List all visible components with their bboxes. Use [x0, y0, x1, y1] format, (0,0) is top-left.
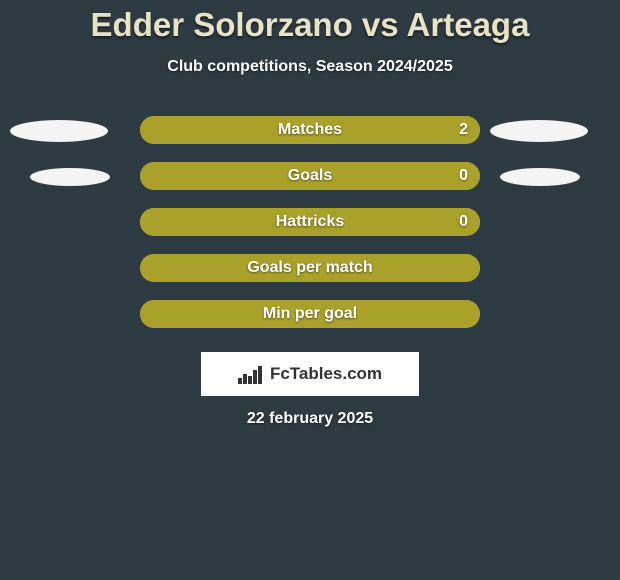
stat-bar: Min per goal — [140, 300, 480, 328]
stat-label: Hattricks — [140, 208, 480, 236]
page-subtitle: Club competitions, Season 2024/2025 — [0, 58, 620, 76]
right-marker-oval — [500, 168, 580, 186]
stat-bar: 0Goals — [140, 162, 480, 190]
stat-row: 0Goals — [0, 152, 620, 198]
stat-row: Min per goal — [0, 290, 620, 336]
left-marker-oval — [10, 120, 108, 142]
stat-row: 2Matches — [0, 106, 620, 152]
left-marker-oval — [30, 168, 110, 186]
stat-label: Matches — [140, 116, 480, 144]
stat-row: Goals per match — [0, 244, 620, 290]
stat-label: Min per goal — [140, 300, 480, 328]
comparison-infographic: Edder Solorzano vs Arteaga Club competit… — [0, 0, 620, 580]
stat-row: 0Hattricks — [0, 198, 620, 244]
page-title: Edder Solorzano vs Arteaga — [0, 0, 620, 44]
brand-logo: FcTables.com — [201, 352, 419, 396]
brand-text: FcTables.com — [270, 364, 382, 384]
stat-bar: Goals per match — [140, 254, 480, 282]
right-marker-oval — [490, 120, 588, 142]
date-text: 22 february 2025 — [0, 410, 620, 428]
bar-chart-icon — [238, 364, 264, 384]
stats-container: 2Matches 0Goals 0Hattricks Goals per match M… — [0, 106, 620, 336]
stat-label: Goals per match — [140, 254, 480, 282]
stat-label: Goals — [140, 162, 480, 190]
stat-bar: 2Matches — [140, 116, 480, 144]
stat-bar: 0Hattricks — [140, 208, 480, 236]
